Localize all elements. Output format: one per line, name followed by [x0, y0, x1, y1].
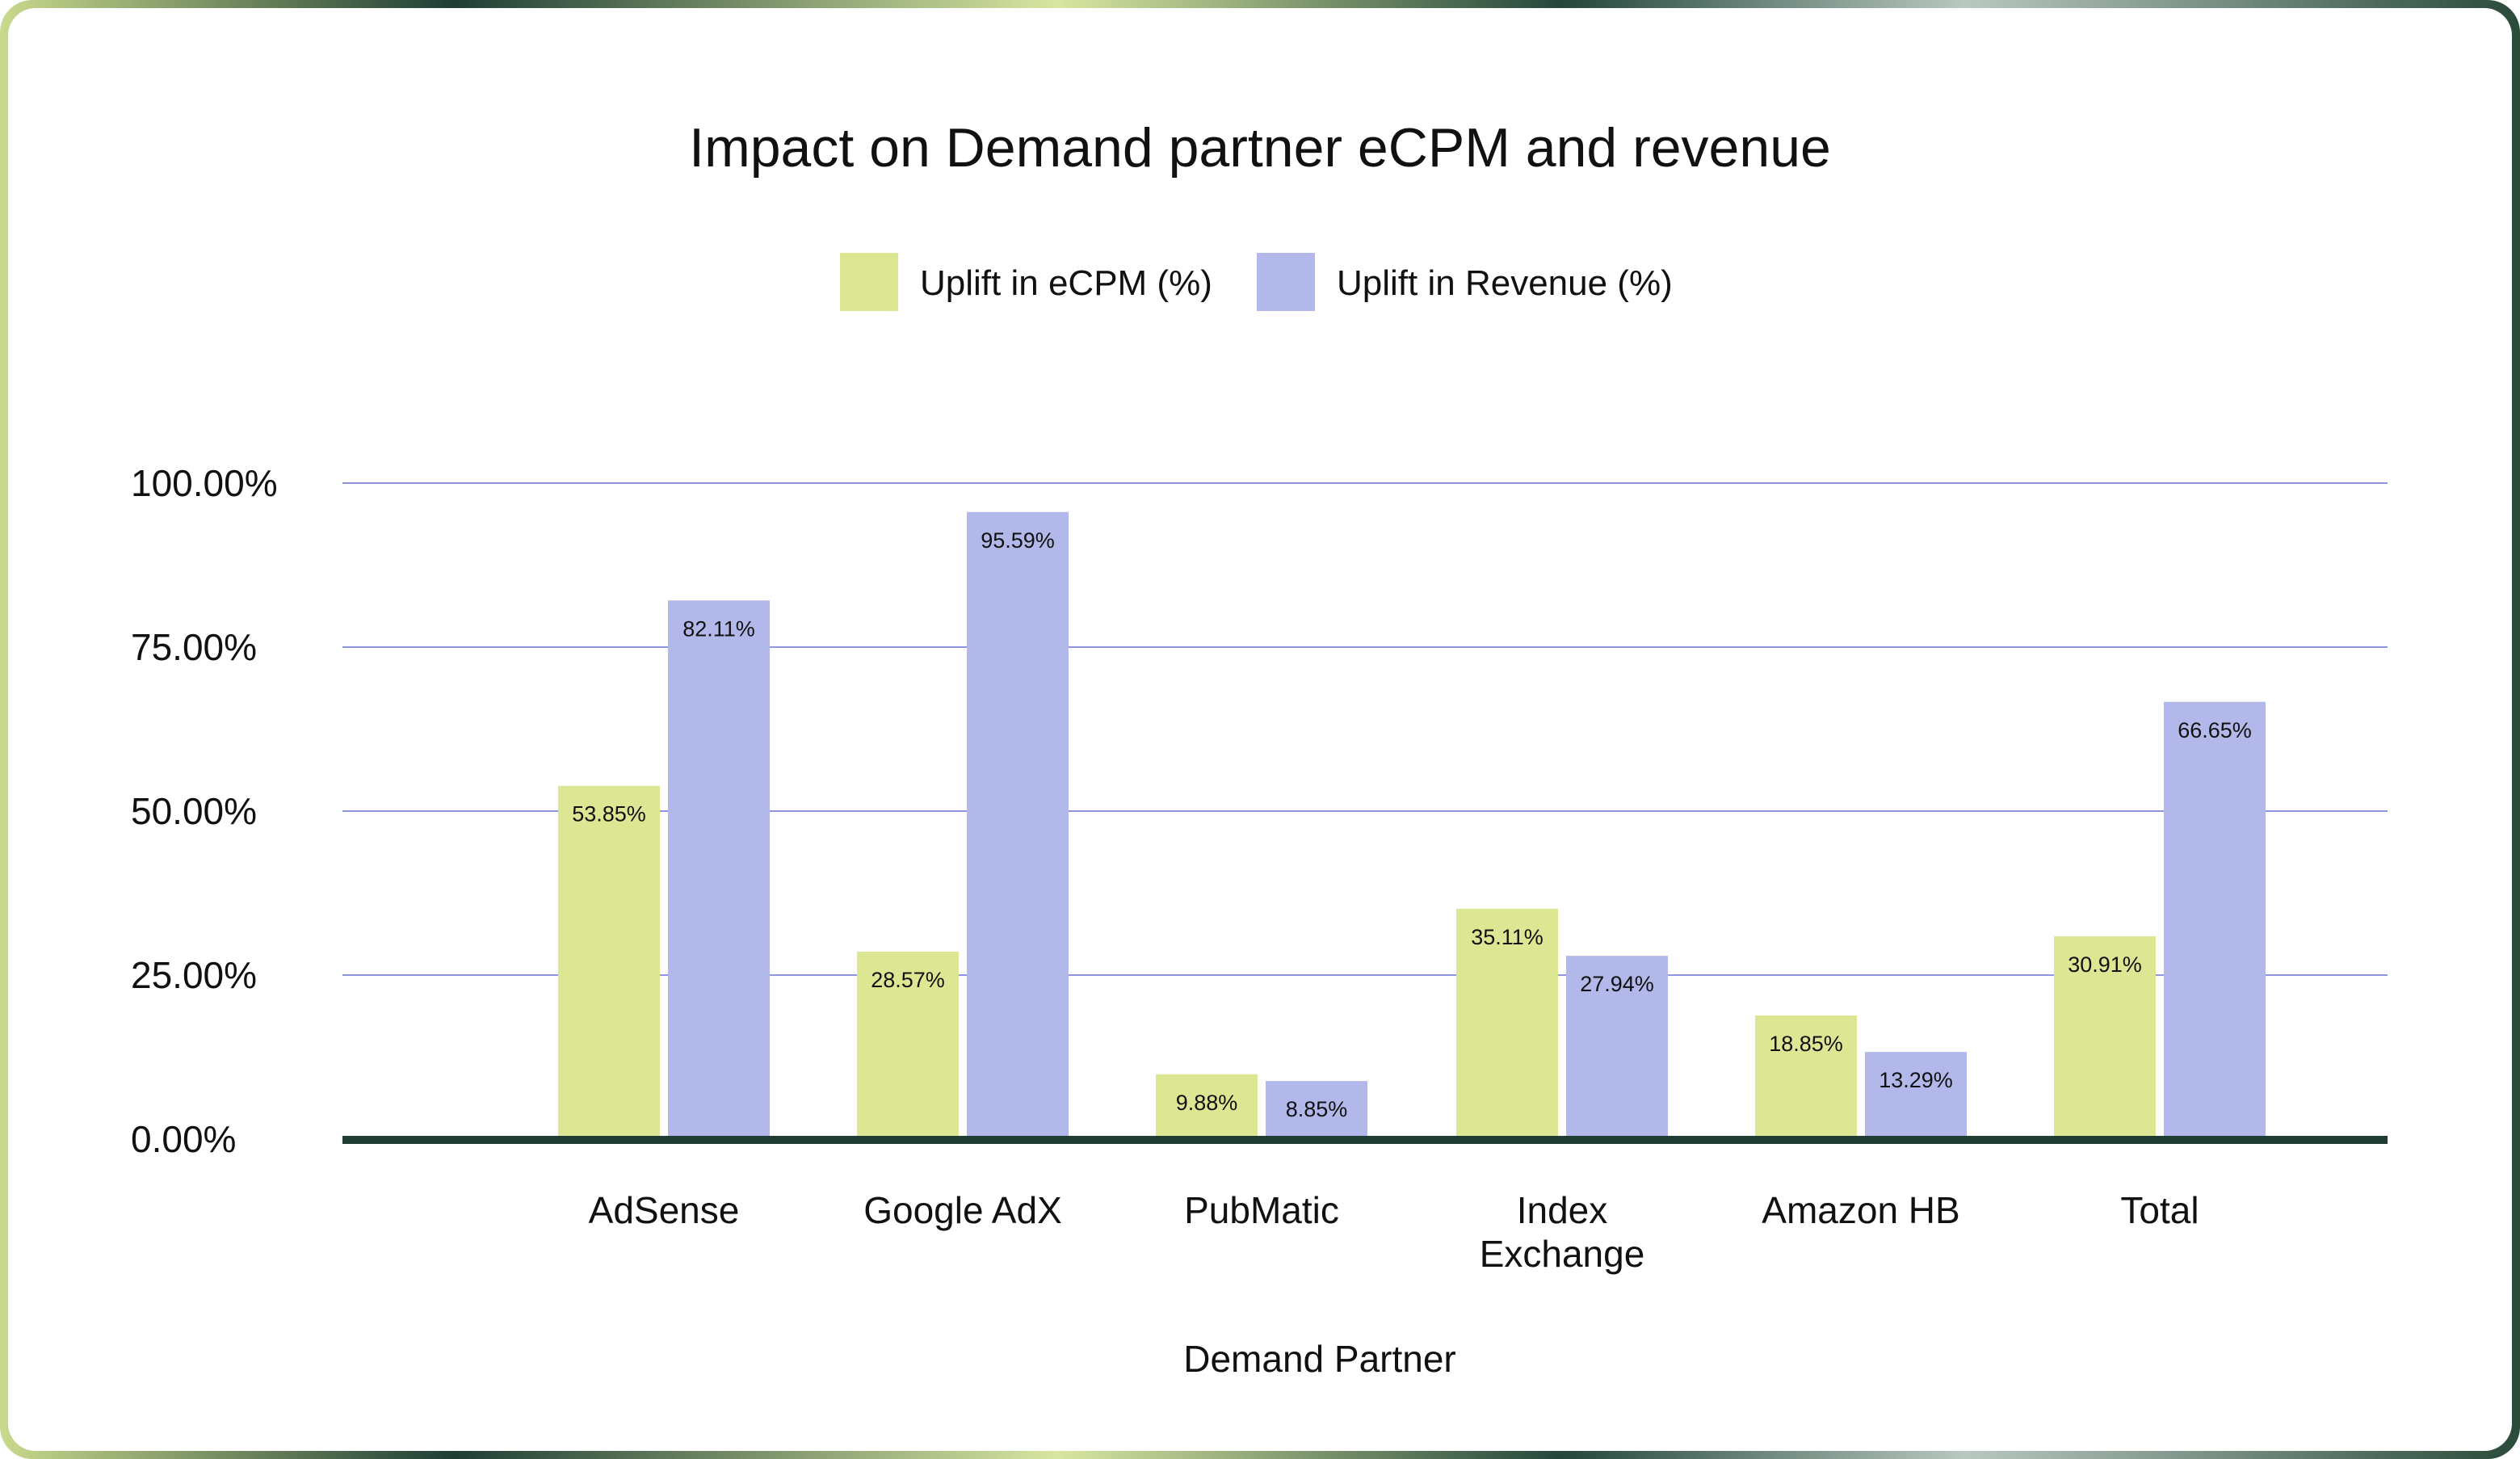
bar-ecpm: [1755, 1015, 1857, 1139]
x-axis-title: Demand Partner: [1183, 1338, 1456, 1380]
bar-revenue: [967, 511, 1069, 1139]
data-label-ecpm: 18.85%: [1769, 1032, 1843, 1056]
bar-ecpm: [2054, 936, 2156, 1139]
data-label-revenue: 13.29%: [1879, 1068, 1953, 1092]
bar-revenue: [2164, 701, 2266, 1139]
bar-revenue: [1266, 1081, 1367, 1139]
x-tick-label: AdSense: [589, 1189, 740, 1231]
x-tick-label: Exchange: [1480, 1233, 1645, 1275]
legend-swatch-ecpm: [840, 253, 898, 311]
y-tick-label: 100.00%: [131, 462, 278, 504]
y-tick-label: 50.00%: [131, 790, 257, 832]
data-label-ecpm: 35.11%: [1471, 925, 1544, 949]
y-tick-label: 0.00%: [131, 1118, 236, 1160]
bar-ecpm: [1456, 908, 1558, 1139]
data-label-revenue: 95.59%: [981, 528, 1055, 553]
bar-revenue: [668, 600, 770, 1139]
data-label-ecpm: 30.91%: [2068, 952, 2142, 977]
x-tick-label: PubMatic: [1184, 1189, 1339, 1231]
legend-swatch-revenue: [1257, 253, 1315, 311]
y-tick-label: 25.00%: [131, 954, 257, 996]
x-tick-label: Index: [1517, 1189, 1608, 1231]
data-label-ecpm: 9.88%: [1176, 1091, 1238, 1115]
x-tick-label: Google AdX: [863, 1189, 1062, 1231]
bar-ecpm: [558, 785, 660, 1139]
legend-label-ecpm: Uplift in eCPM (%): [920, 263, 1212, 303]
data-label-ecpm: 53.85%: [572, 802, 646, 826]
chart-title: Impact on Demand partner eCPM and revenu…: [689, 117, 1831, 179]
bars: [558, 511, 2266, 1139]
x-tick-label: Total: [2120, 1189, 2199, 1231]
data-label-revenue: 82.11%: [682, 616, 755, 641]
data-label-ecpm: 28.57%: [871, 968, 945, 992]
bar-revenue: [1865, 1052, 1967, 1139]
y-axis: 0.00% 25.00% 50.00% 75.00% 100.00%: [131, 462, 278, 1160]
data-label-revenue: 27.94%: [1580, 972, 1654, 996]
data-label-revenue: 66.65%: [2178, 718, 2252, 742]
bar-ecpm: [857, 952, 959, 1139]
data-labels: 53.85% 82.11% 28.57% 95.59% 9.88% 8.85% 35.11%…: [572, 528, 2252, 1121]
legend: Uplift in eCPM (%) Uplift in Revenue (%): [840, 253, 1673, 311]
y-tick-label: 75.00%: [131, 626, 257, 668]
bar-revenue: [1566, 956, 1668, 1139]
chart-card: [8, 8, 2512, 1451]
bar-ecpm: [1156, 1074, 1258, 1139]
data-label-revenue: 8.85%: [1286, 1097, 1348, 1121]
x-tick-label: Amazon HB: [1762, 1189, 1959, 1231]
legend-label-revenue: Uplift in Revenue (%): [1337, 263, 1673, 303]
